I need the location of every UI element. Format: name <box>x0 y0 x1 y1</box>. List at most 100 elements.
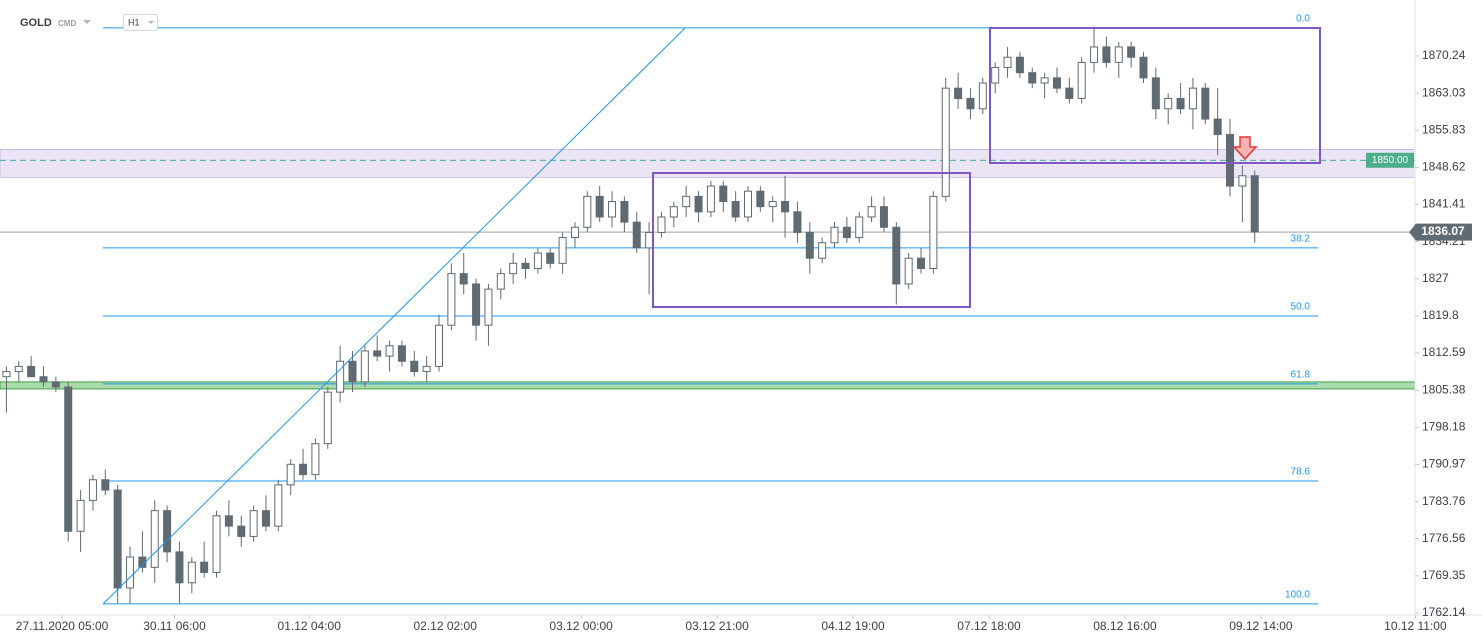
x-tick-label: 10.12 11:00 <box>1384 619 1447 633</box>
candle-body <box>101 479 110 491</box>
interval-box[interactable] <box>123 14 158 31</box>
candle-body <box>360 350 369 383</box>
fib-label: 0.0 <box>1296 14 1310 25</box>
y-tick-label: 1812.59 <box>1422 345 1466 359</box>
y-tick-label: 1870.24 <box>1422 48 1466 62</box>
candle-body <box>1077 61 1086 99</box>
candle-body <box>1040 77 1049 84</box>
candle-body <box>620 201 629 223</box>
candle-body <box>1052 77 1061 89</box>
dropdown-icon[interactable] <box>83 20 91 24</box>
candle-body <box>261 510 270 527</box>
candle-body <box>459 273 468 285</box>
candle-body <box>1127 46 1136 58</box>
candle-body <box>842 226 851 239</box>
fib-label: 50.0 <box>1291 302 1311 313</box>
x-tick-label: 03.12 00:00 <box>549 619 613 633</box>
candle-body <box>879 206 888 228</box>
candle-body <box>781 201 790 213</box>
candle-body <box>731 201 740 218</box>
price-tag <box>1409 223 1472 241</box>
candle-body <box>706 185 715 213</box>
symbol-type: CMD <box>58 19 76 28</box>
y-tick-label: 1783.76 <box>1422 494 1466 508</box>
candle-body <box>1201 87 1210 120</box>
candle-body <box>323 391 332 445</box>
y-tick-label: 1798.18 <box>1422 419 1466 433</box>
candle-body <box>373 350 382 357</box>
dropdown-icon[interactable] <box>148 21 154 24</box>
candle-body <box>1102 46 1111 63</box>
candle-body <box>224 515 233 527</box>
candle-body <box>694 195 703 213</box>
candle-body <box>163 510 172 553</box>
candle-body <box>966 97 975 110</box>
symbol: GOLD <box>20 17 52 29</box>
candle-body <box>14 365 23 373</box>
range-box <box>652 172 971 308</box>
candle-body <box>1188 87 1197 110</box>
candle-body <box>509 262 518 275</box>
candle-body <box>929 195 938 269</box>
fib-label: 61.8 <box>1291 370 1311 381</box>
candle-body <box>435 324 444 367</box>
candle-body <box>805 231 814 259</box>
candle-body <box>1065 87 1074 99</box>
candle-body <box>608 201 617 218</box>
candle-body <box>768 201 777 208</box>
candle-body <box>175 551 184 584</box>
candle-body <box>126 556 135 589</box>
y-tick-label: 1790.97 <box>1422 457 1466 471</box>
x-tick-label: 08.12 16:00 <box>1093 619 1157 633</box>
x-tick-label: 09.12 14:00 <box>1229 619 1293 633</box>
candle-body <box>64 386 73 532</box>
candle-body <box>583 195 592 228</box>
interval[interactable]: H1 <box>128 17 140 27</box>
x-tick-label: 03.12 21:00 <box>685 619 749 633</box>
candle-body <box>237 525 246 537</box>
candle-body <box>249 510 258 537</box>
fib-label: 100.0 <box>1285 590 1310 601</box>
candle-body <box>1213 118 1222 136</box>
candle-body <box>200 561 209 573</box>
fib-label: 38.2 <box>1291 234 1311 245</box>
y-tick-label: 1776.56 <box>1422 531 1466 545</box>
candle-body <box>818 242 827 259</box>
x-tick-label: 01.12 04:00 <box>278 619 342 633</box>
support-zone <box>0 381 1416 390</box>
candle-body <box>521 262 530 269</box>
candle-body <box>299 463 308 476</box>
candle-body <box>348 360 357 383</box>
range-box <box>989 27 1321 164</box>
x-tick-label: 04.12 19:00 <box>821 619 885 633</box>
candle-body <box>595 195 604 218</box>
candle-body <box>1090 46 1099 63</box>
candle-body <box>274 484 283 527</box>
candle-body <box>397 345 406 362</box>
candle-body <box>311 443 320 476</box>
level-tag-label: 1850.00 <box>1372 155 1409 166</box>
candle-body <box>756 190 765 208</box>
candle-body <box>1015 56 1024 74</box>
candle-body <box>484 288 493 326</box>
y-tick-label: 1863.03 <box>1422 85 1466 99</box>
candle-body <box>76 499 85 532</box>
x-tick-label: 27.11.2020 05:00 <box>16 619 109 633</box>
x-tick-label: 07.12 18:00 <box>957 619 1021 633</box>
candle-body <box>1176 97 1185 110</box>
candle-body <box>546 252 555 264</box>
candle-body <box>719 185 728 203</box>
candle-body <box>39 376 48 383</box>
y-tick-label: 1855.83 <box>1422 122 1466 136</box>
candle-body <box>1003 56 1012 69</box>
candle-body <box>187 561 196 584</box>
candle-body <box>793 211 802 233</box>
candle-body <box>570 226 579 239</box>
candle-body <box>1250 175 1259 233</box>
candle-body <box>286 463 295 486</box>
candle-body <box>743 190 752 218</box>
candle-body <box>645 231 654 249</box>
candle-body <box>558 237 567 264</box>
y-tick-label: 1848.62 <box>1422 160 1466 174</box>
